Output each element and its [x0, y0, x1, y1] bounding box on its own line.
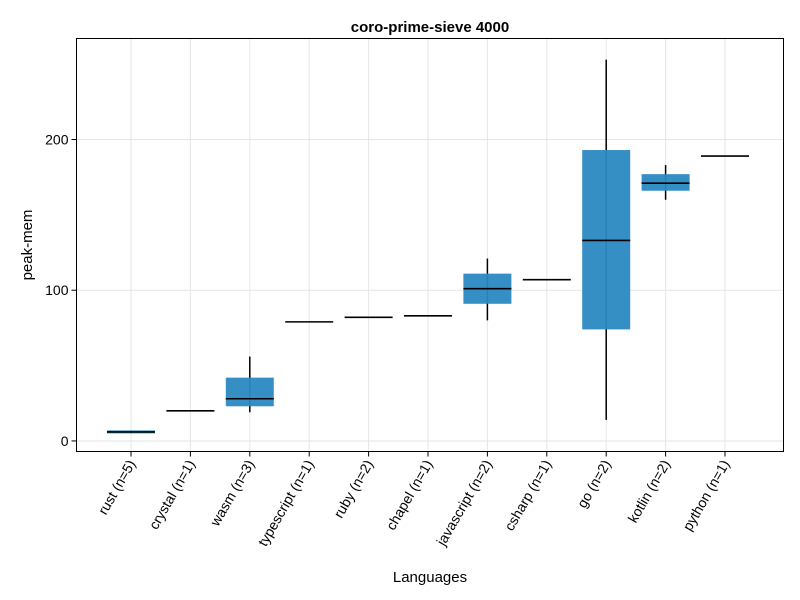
x-tick-label: go (n=2) — [574, 457, 614, 511]
box-9 — [641, 165, 690, 200]
y-axis: 0 100 200 — [45, 131, 77, 449]
y-tick-label: 100 — [45, 282, 69, 298]
chart-title: coro-prime-sieve 4000 — [351, 19, 509, 36]
y-axis-label: peak-mem — [19, 210, 36, 281]
x-tick-label: csharp (n=1) — [501, 457, 554, 533]
box-2 — [225, 356, 274, 413]
x-tick-label: javascript (n=2) — [433, 457, 495, 549]
plot-frame — [76, 38, 784, 452]
x-tick-label: ruby (n=2) — [330, 457, 376, 521]
box-6 — [463, 258, 512, 321]
x-axis-label: Languages — [393, 569, 467, 586]
box-iqr — [225, 377, 274, 407]
grid — [76, 38, 784, 452]
box-plot-series — [107, 59, 749, 434]
y-tick-label: 0 — [61, 433, 69, 449]
x-tick-label: python (n=1) — [679, 457, 732, 533]
x-tick-label: chapel (n=1) — [383, 457, 436, 533]
x-tick-label: crystal (n=1) — [145, 457, 198, 532]
x-tick-label: kotlin (n=2) — [625, 457, 674, 525]
y-tick-label: 200 — [45, 131, 69, 147]
x-tick-label: rust (n=5) — [95, 457, 139, 517]
box-0 — [107, 430, 155, 434]
x-axis: rust (n=5) crystal (n=1) wasm (n=3)typescr… — [95, 451, 733, 549]
box-8 — [582, 59, 631, 420]
x-tick-label: wasm (n=3) — [206, 457, 257, 530]
x-tick-label: typescript (n=1) — [255, 457, 317, 549]
